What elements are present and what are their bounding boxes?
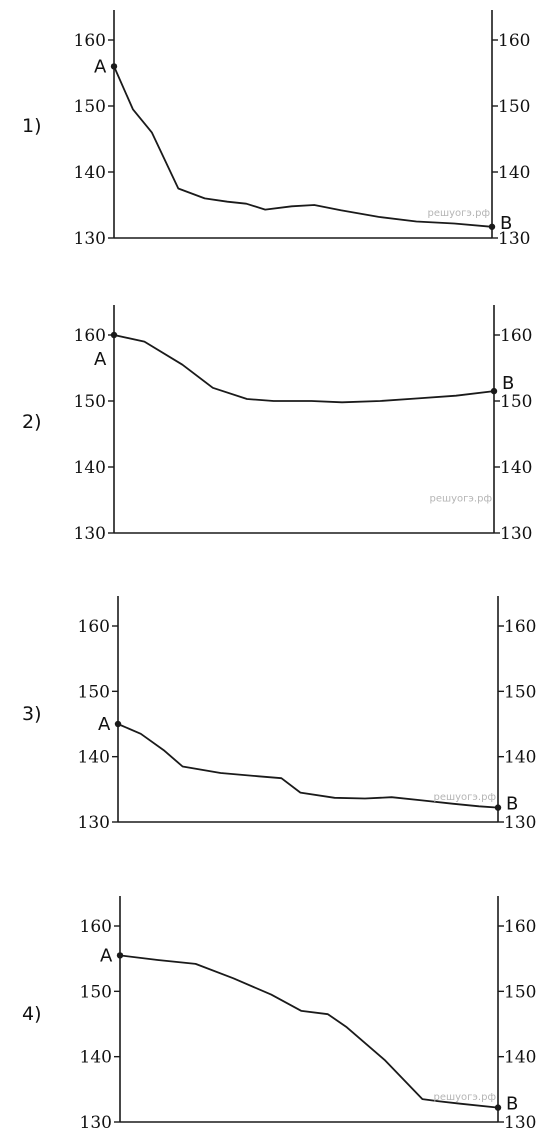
tick-label-left: 130 xyxy=(74,524,106,544)
point-a-label: A xyxy=(98,714,111,735)
tick-label-left: 130 xyxy=(74,229,106,249)
point-a-marker xyxy=(114,720,122,728)
tick-label-left: 140 xyxy=(74,458,106,478)
tick-label-right: 150 xyxy=(498,97,530,117)
point-a-marker xyxy=(110,63,118,70)
tick-label-left: 160 xyxy=(74,31,106,51)
point-b-label: B xyxy=(500,213,512,234)
option-label: 3) xyxy=(22,703,42,725)
tick-label-left: 140 xyxy=(78,748,110,768)
tick-label-left: 160 xyxy=(74,326,106,346)
tick-label-left: 140 xyxy=(80,1048,112,1068)
watermark: решуогэ.рф xyxy=(427,208,490,219)
tick-label-right: 150 xyxy=(504,682,536,702)
point-b-label: B xyxy=(506,1094,518,1115)
tick-label-right: 130 xyxy=(504,1113,536,1133)
tick-label-right: 150 xyxy=(504,982,536,1002)
point-b-label: B xyxy=(502,373,514,394)
tick-label-right: 160 xyxy=(504,917,536,937)
tick-label-right: 130 xyxy=(504,813,536,833)
point-a-label: A xyxy=(94,56,107,77)
point-b-marker xyxy=(490,387,498,395)
tick-label-left: 130 xyxy=(80,1113,112,1133)
tick-label-left: 150 xyxy=(78,682,110,702)
point-a-marker xyxy=(116,952,124,959)
tick-label-right: 140 xyxy=(498,163,530,183)
watermark: решуогэ.рф xyxy=(433,792,496,803)
tick-label-left: 140 xyxy=(74,163,106,183)
tick-label-left: 150 xyxy=(74,97,106,117)
point-b-marker xyxy=(488,223,496,230)
tick-label-right: 160 xyxy=(500,326,532,346)
point-b-marker xyxy=(494,1104,502,1111)
tick-label-right: 160 xyxy=(504,617,536,637)
tick-label-right: 140 xyxy=(504,1048,536,1068)
tick-label-right: 140 xyxy=(500,458,532,478)
tick-label-right: 130 xyxy=(498,229,530,249)
option-label: 1) xyxy=(22,115,42,137)
tick-label-left: 160 xyxy=(78,617,110,637)
point-a-label: A xyxy=(100,945,113,966)
watermark: решуогэ.рф xyxy=(433,1092,496,1103)
profile-line xyxy=(117,723,499,809)
profile-line xyxy=(113,334,495,404)
option-label: 2) xyxy=(22,411,42,433)
point-a-label: A xyxy=(94,349,107,370)
tick-label-right: 130 xyxy=(500,524,532,544)
option-label: 4) xyxy=(22,1003,42,1025)
point-a-marker xyxy=(110,331,118,339)
tick-label-left: 150 xyxy=(80,982,112,1002)
tick-label-right: 150 xyxy=(500,392,532,412)
tick-label-left: 160 xyxy=(80,917,112,937)
tick-label-right: 160 xyxy=(498,31,530,51)
tick-label-right: 140 xyxy=(504,748,536,768)
watermark: решуогэ.рф xyxy=(429,494,492,505)
tick-label-left: 150 xyxy=(74,392,106,412)
profile-line xyxy=(113,66,493,228)
point-b-label: B xyxy=(506,794,518,815)
tick-label-left: 130 xyxy=(78,813,110,833)
point-b-marker xyxy=(494,804,502,811)
profile-line xyxy=(119,954,499,1109)
